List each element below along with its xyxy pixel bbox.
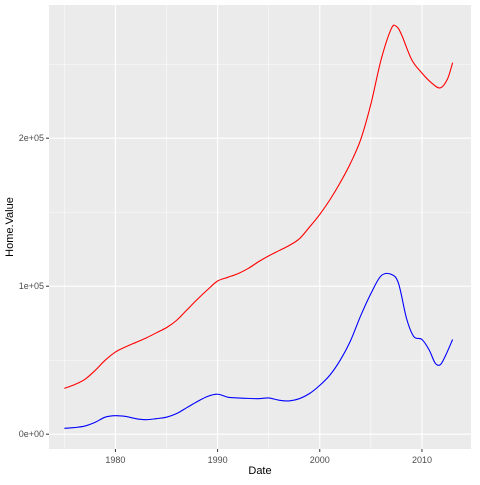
major-grid [49,5,471,449]
x-tick-label: 1980 [105,455,125,465]
plot-panel [49,5,471,449]
series-line-2 [64,272,454,429]
x-tick-label: 2010 [412,455,432,465]
y-tick-label: 0e+00 [19,429,44,439]
y-axis-label: Home.Value [4,197,16,257]
series-layer [64,24,454,429]
x-tick-label: 2000 [310,455,330,465]
x-axis-label: Date [248,465,271,477]
y-tick-label: 2e+05 [19,133,44,143]
series-line-1 [64,24,454,389]
x-tick-label: 1990 [208,455,228,465]
y-axis: 0e+00 1e+05 2e+05 [19,133,49,439]
x-axis: 1980 1990 2000 2010 [105,449,432,465]
y-tick-label: 1e+05 [19,281,44,291]
minor-grid [49,5,471,449]
